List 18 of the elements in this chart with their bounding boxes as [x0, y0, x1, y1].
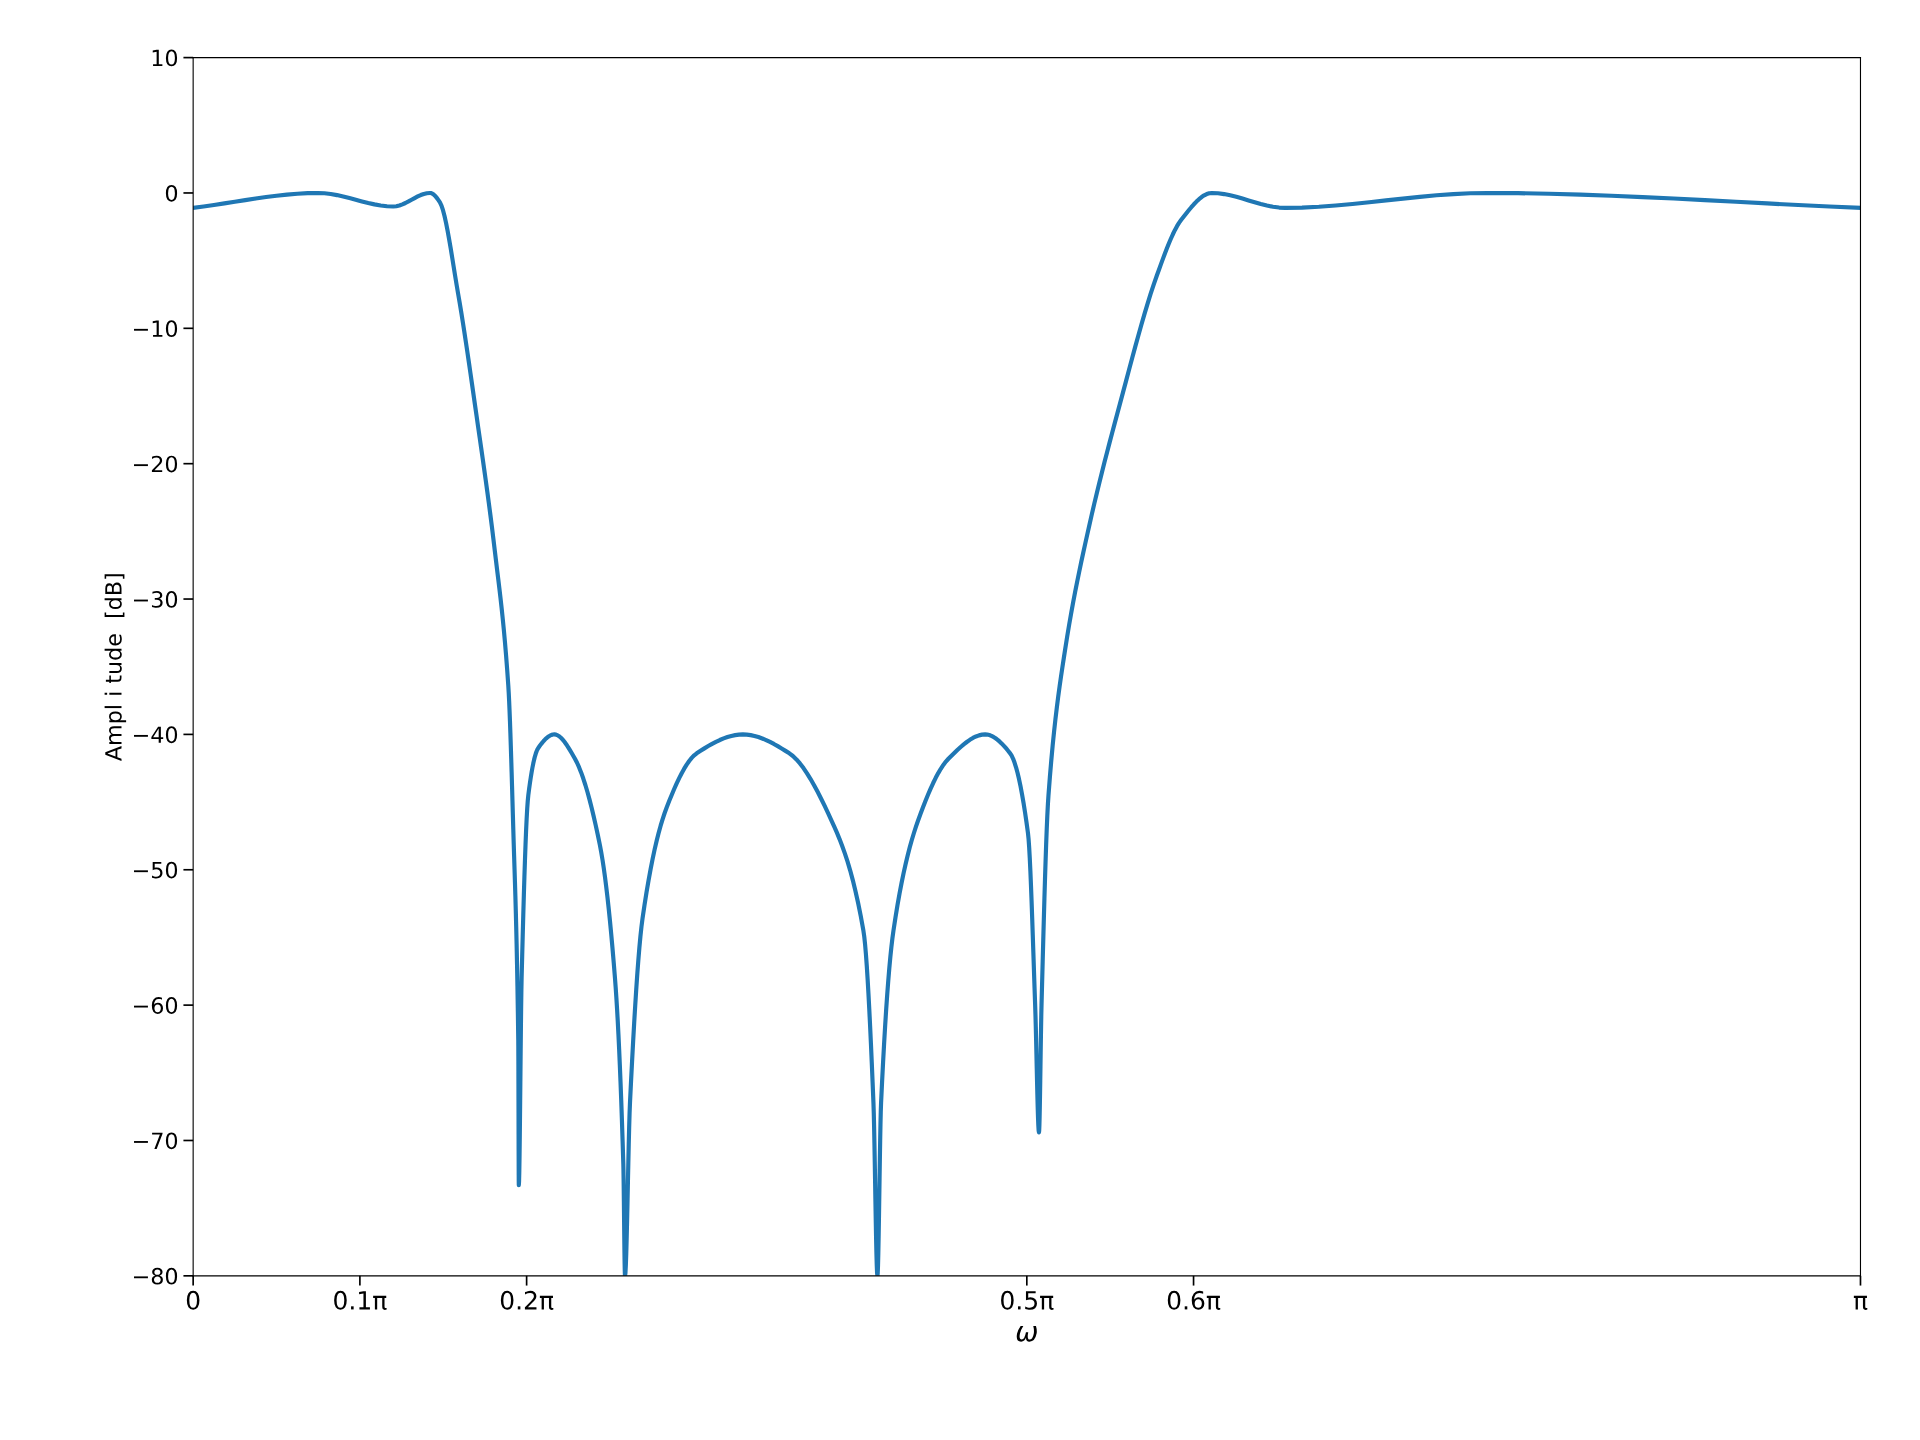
- y-tick-label: −30: [134, 590, 178, 608]
- y-axis-title: Ampl i tude [dB]: [104, 574, 127, 761]
- x-tick-label: 0: [186, 1290, 200, 1310]
- x-tick-label: π: [1853, 1295, 1868, 1310]
- y-tick-label: −60: [134, 997, 178, 1014]
- y-tick-label: −20: [134, 455, 178, 473]
- y-tick-label: 0: [165, 184, 178, 202]
- x-tick-label: 0.5π: [1001, 1290, 1054, 1310]
- x-tick-label: 0.2π: [500, 1290, 554, 1310]
- x-axis-title: ω: [1016, 1326, 1037, 1342]
- y-tick-label: −10: [134, 320, 178, 338]
- y-tick-label: −50: [134, 861, 178, 879]
- y-tick-label: −40: [134, 726, 178, 744]
- x-tick-label: 0.6π: [1167, 1290, 1221, 1310]
- y-tick-label: −70: [134, 1132, 178, 1150]
- y-tick-label: −80: [134, 1267, 178, 1285]
- y-tick-label: 10: [152, 49, 178, 67]
- x-tick-label: 0.1π: [334, 1290, 387, 1310]
